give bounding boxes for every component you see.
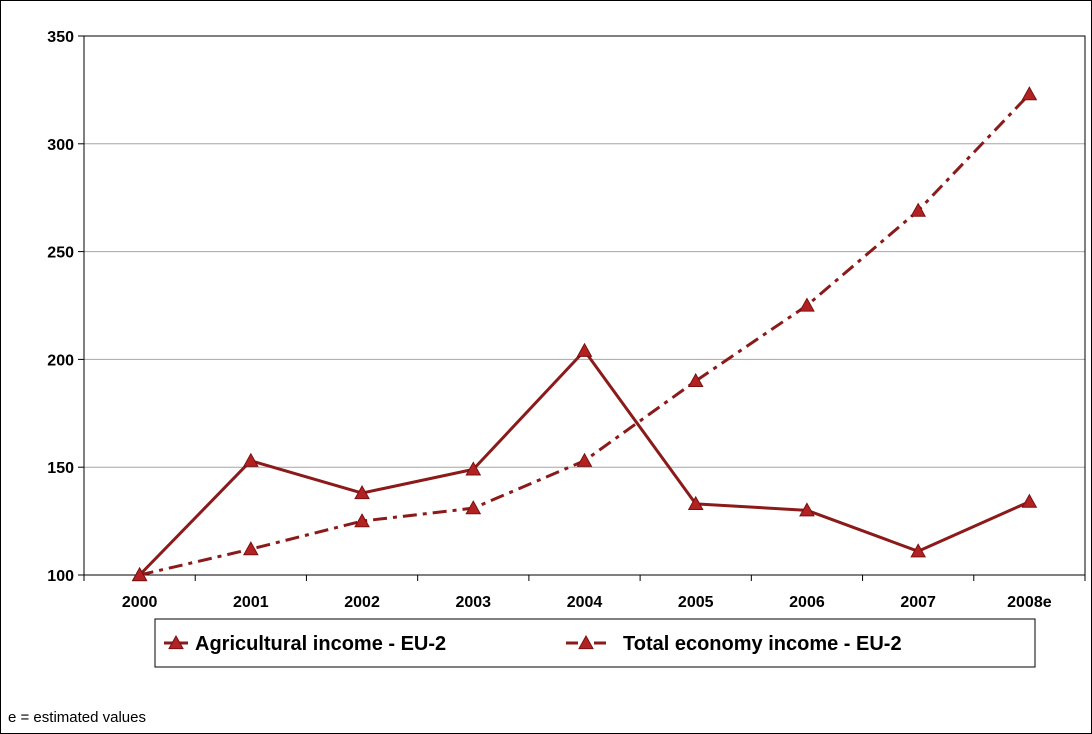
data-point-marker	[910, 543, 927, 558]
y-tick-label: 350	[47, 29, 74, 46]
data-point-marker	[576, 342, 593, 357]
legend-label: Total economy income - EU-2	[623, 633, 902, 655]
data-point-marker	[799, 297, 815, 312]
data-point-marker	[465, 461, 482, 476]
x-tick-label: 2007	[900, 594, 936, 611]
x-tick-label: 2005	[678, 594, 714, 611]
plot-area	[83, 35, 1086, 576]
x-tick-label: 2006	[789, 594, 825, 611]
x-tick-label: 2008e	[1007, 594, 1052, 611]
footnote: e = estimated values	[8, 709, 146, 726]
data-point-marker	[465, 500, 482, 515]
y-tick-label: 100	[47, 568, 74, 585]
data-point-marker	[576, 452, 593, 467]
data-point-marker	[1021, 493, 1038, 508]
data-point-marker	[242, 452, 259, 467]
y-tick-label: 300	[47, 137, 74, 154]
x-tick-label: 2002	[344, 594, 380, 611]
x-tick-label: 2001	[233, 594, 269, 611]
x-tick-label: 2003	[455, 594, 491, 611]
data-point-marker	[687, 372, 704, 388]
legend-marker	[578, 634, 594, 650]
legend-item: Total economy income - EU-2	[566, 633, 902, 655]
x-axis-tick-labels: 2000 2001 2002 2003 2004 2005 2006 2007 2008e	[122, 594, 1052, 611]
y-tick-label: 200	[47, 352, 74, 369]
series-agricultural-income	[131, 342, 1038, 582]
y-tick-label: 250	[47, 245, 74, 262]
data-point-marker	[687, 495, 704, 510]
legend-item: Agricultural income - EU-2	[164, 633, 446, 655]
data-point-marker	[910, 202, 927, 217]
grid-lines	[78, 35, 1086, 581]
x-tick-label: 2000	[122, 594, 158, 611]
legend: Agricultural income - EU-2 Total economy …	[154, 618, 1036, 668]
data-point-marker	[242, 541, 259, 556]
y-tick-label: 150	[47, 460, 74, 477]
legend-marker	[168, 634, 184, 650]
data-point-marker	[131, 566, 148, 582]
data-point-marker	[354, 485, 370, 500]
legend-label: Agricultural income - EU-2	[195, 633, 446, 655]
data-point-marker	[1021, 86, 1038, 101]
data-point-marker	[799, 502, 815, 517]
series-layer	[131, 86, 1038, 582]
data-point-marker	[354, 513, 370, 528]
x-tick-label: 2004	[567, 594, 603, 611]
y-axis-tick-labels: 100 150 200 250 300 350	[47, 29, 74, 585]
